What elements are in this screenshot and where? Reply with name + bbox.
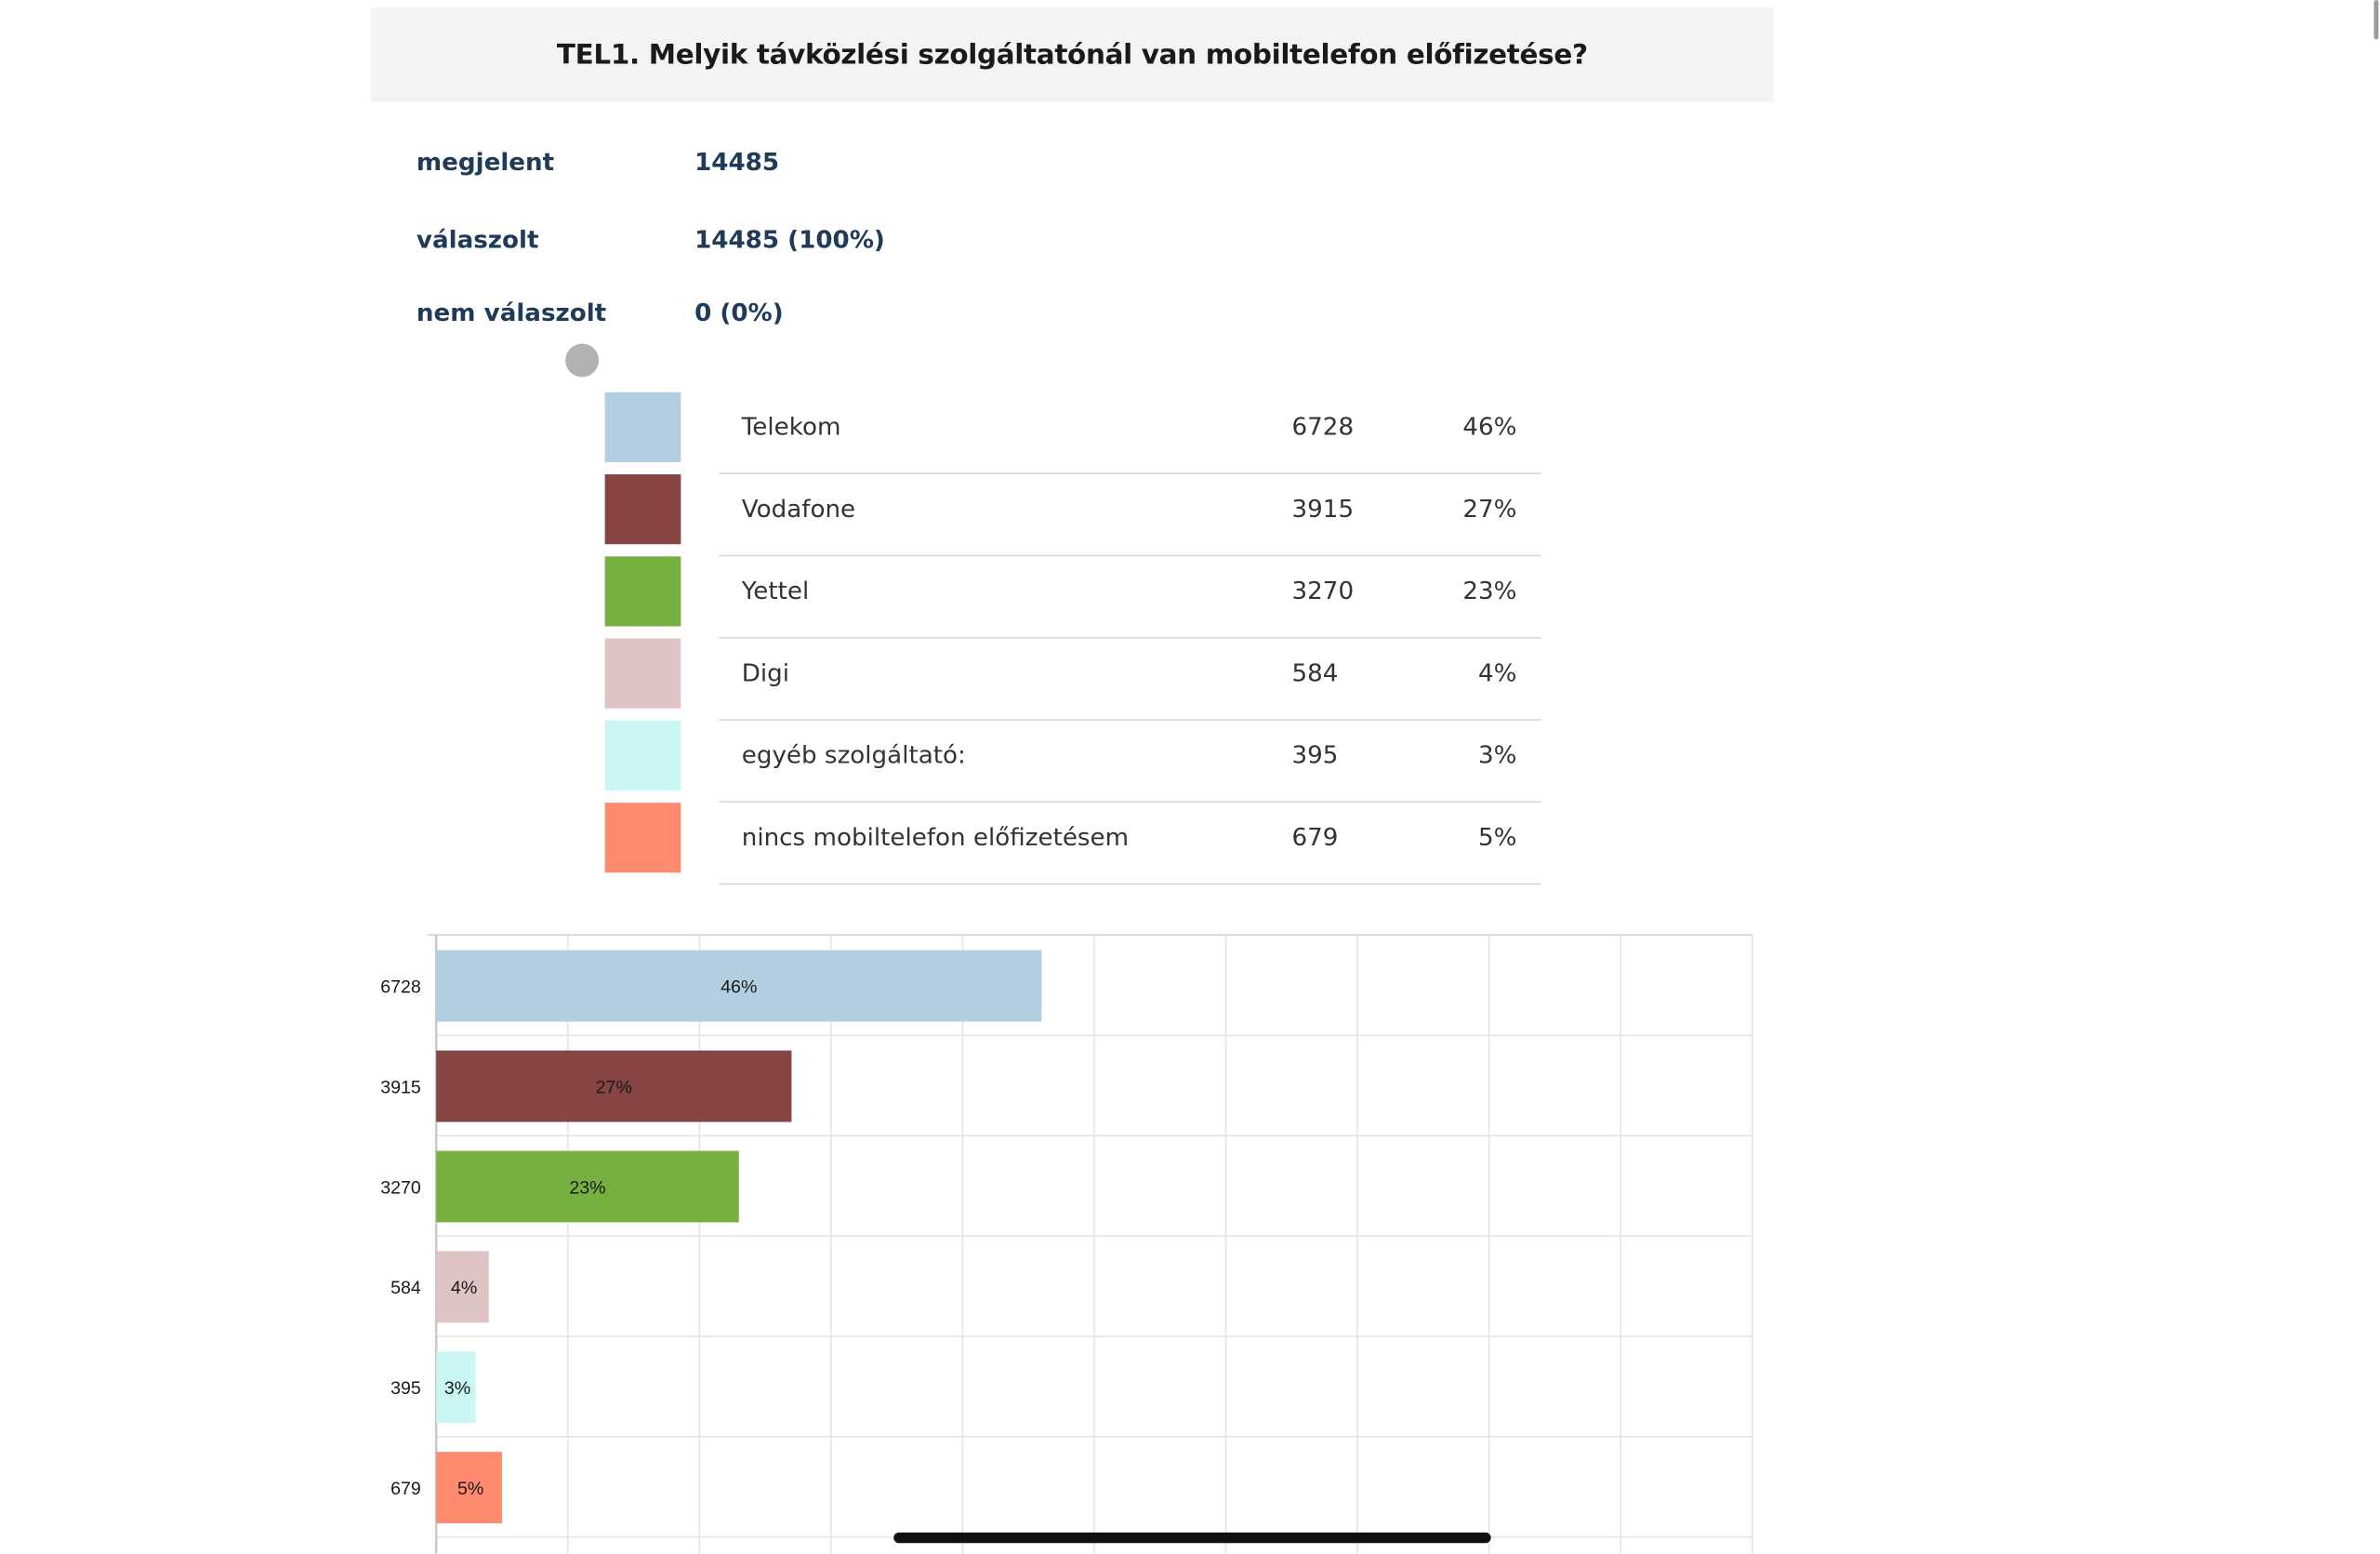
row-divider (719, 883, 1541, 885)
bar (436, 1351, 476, 1424)
option-label: egyéb szolgáltató: (741, 740, 966, 770)
legend-row-vodafone: Vodafone 3915 27% (604, 474, 1541, 557)
y-tick-label: 584 (390, 1278, 421, 1298)
home-indicator[interactable] (893, 1532, 1491, 1544)
not-answered-value: 0 (0%) (694, 298, 784, 327)
row-divider (719, 801, 1541, 804)
option-count: 584 (1291, 657, 1339, 687)
color-swatch (604, 392, 681, 462)
bar-chart: 46% 6728 27% 3915 23% 3270 4% 584 3% 395 5% 679 (380, 934, 1753, 1554)
question-title: TEL1. Melyik távközlési szolgáltatónál v… (556, 38, 1588, 72)
answered-label: válaszolt (416, 224, 539, 255)
question-header: TEL1. Melyik távközlési szolgáltatónál v… (370, 7, 1774, 102)
color-swatch (604, 803, 681, 873)
option-count: 6728 (1291, 412, 1355, 442)
legend-row-telekom: Telekom 6728 46% (604, 392, 1541, 475)
y-tick-label: 395 (390, 1378, 421, 1399)
row-divider (719, 554, 1541, 557)
answered-value: 14485 (100%) (694, 224, 885, 255)
option-percent: 23% (1462, 576, 1517, 605)
y-tick-label: 679 (390, 1479, 421, 1499)
bar-data-label: 23% (569, 1177, 605, 1198)
bar (436, 1452, 502, 1524)
scrollbar-thumb[interactable] (2373, 0, 2379, 40)
shown-value: 14485 (694, 147, 780, 177)
row-divider (719, 472, 1541, 475)
bar-data-label: 3% (444, 1378, 470, 1399)
bar (436, 1251, 489, 1323)
bar-data-label: 4% (451, 1278, 477, 1298)
shown-label: megjelent (416, 147, 555, 177)
option-label: Telekom (741, 412, 841, 442)
legend-row-digi: Digi 584 4% (604, 638, 1541, 721)
legend-row-other-provider: egyéb szolgáltató: 395 3% (604, 720, 1541, 804)
option-label: Digi (741, 657, 790, 687)
not-answered-label: nem válaszolt (416, 298, 607, 327)
option-percent: 4% (1477, 657, 1517, 687)
option-percent: 3% (1477, 740, 1517, 770)
color-swatch (604, 474, 681, 545)
bar (436, 1050, 792, 1122)
option-count: 3270 (1291, 576, 1355, 605)
y-tick-label: 3270 (380, 1177, 421, 1198)
bar-data-label: 5% (457, 1479, 483, 1499)
option-count: 3915 (1291, 494, 1355, 524)
option-percent: 5% (1477, 822, 1517, 852)
row-divider (719, 719, 1541, 721)
bar-data-label: 27% (596, 1077, 632, 1097)
row-divider (719, 636, 1541, 639)
legend-row-no-subscription: nincs mobiltelefon előfizetésem 679 5% (604, 803, 1541, 885)
option-count: 679 (1291, 822, 1339, 852)
drag-handle-dot[interactable] (565, 343, 600, 378)
y-tick-label: 6728 (380, 976, 421, 997)
y-tick-label: 3915 (380, 1077, 421, 1097)
option-label: Vodafone (741, 494, 856, 524)
bar-data-label: 46% (721, 976, 757, 997)
bar (436, 1150, 739, 1223)
color-swatch (604, 720, 681, 791)
option-label: Yettel (741, 576, 810, 605)
bar (436, 950, 1042, 1022)
color-swatch (604, 638, 681, 709)
option-percent: 46% (1462, 412, 1517, 442)
option-count: 395 (1291, 740, 1339, 770)
option-label: nincs mobiltelefon előfizetésem (741, 822, 1130, 852)
option-percent: 27% (1462, 494, 1517, 524)
color-swatch (604, 556, 681, 627)
legend-row-yettel: Yettel 3270 23% (604, 556, 1541, 639)
